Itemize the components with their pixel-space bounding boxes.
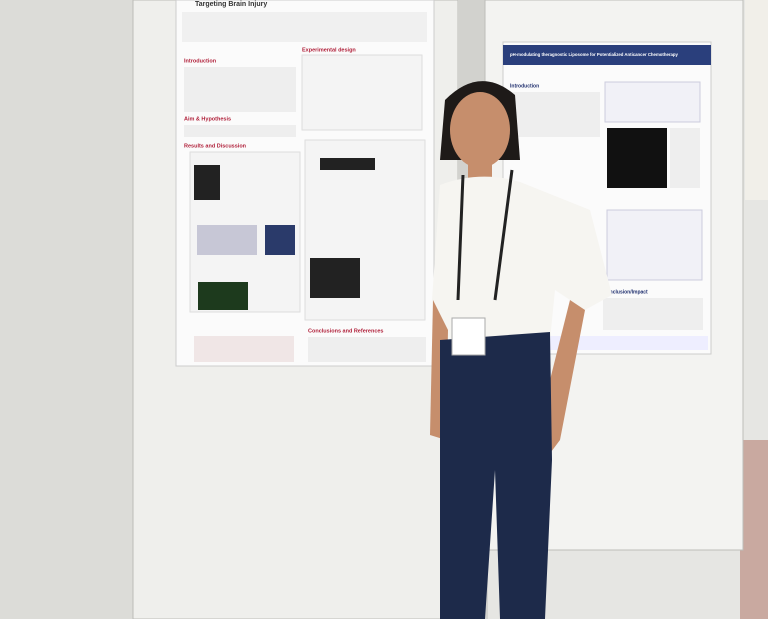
text-block — [308, 337, 426, 362]
image — [194, 165, 220, 200]
image — [198, 282, 248, 310]
image — [197, 225, 257, 255]
image — [310, 258, 360, 298]
section-heading: Conclusions and References — [308, 328, 384, 334]
hall — [745, 0, 768, 200]
poster-title: pH-modulating theragnostic Liposome for … — [510, 52, 679, 57]
lanyard — [456, 169, 514, 301]
section-heading: Results and Discussion — [184, 143, 247, 149]
person — [430, 81, 612, 619]
trousers — [440, 332, 552, 619]
figure — [194, 336, 294, 362]
figure — [301, 54, 423, 131]
floor — [740, 440, 768, 619]
footer — [506, 336, 708, 350]
badge — [451, 317, 486, 356]
figure — [670, 128, 700, 188]
figure — [606, 209, 703, 281]
text-block — [603, 298, 703, 330]
face — [450, 92, 510, 168]
title-bar — [503, 45, 711, 65]
section-heading: Introduction — [510, 83, 539, 89]
section-heading: Conclusion/Impact — [603, 289, 648, 295]
image — [265, 225, 295, 255]
text-block — [510, 92, 600, 137]
blouse — [432, 176, 612, 345]
section-heading: Experimental design — [302, 47, 356, 53]
section-heading: Aim & Hypothesis — [184, 116, 231, 122]
section-heading: Introduction — [184, 58, 217, 64]
image — [607, 128, 667, 188]
left-poster: Targeting Brain Injury Introduction Aim … — [175, 0, 435, 367]
authors — [182, 12, 427, 42]
figure — [604, 81, 701, 123]
left-board — [0, 0, 150, 619]
poster-title: Targeting Brain Injury — [195, 1, 267, 8]
image — [320, 158, 375, 170]
text-block — [184, 125, 296, 137]
text-block — [184, 67, 296, 112]
